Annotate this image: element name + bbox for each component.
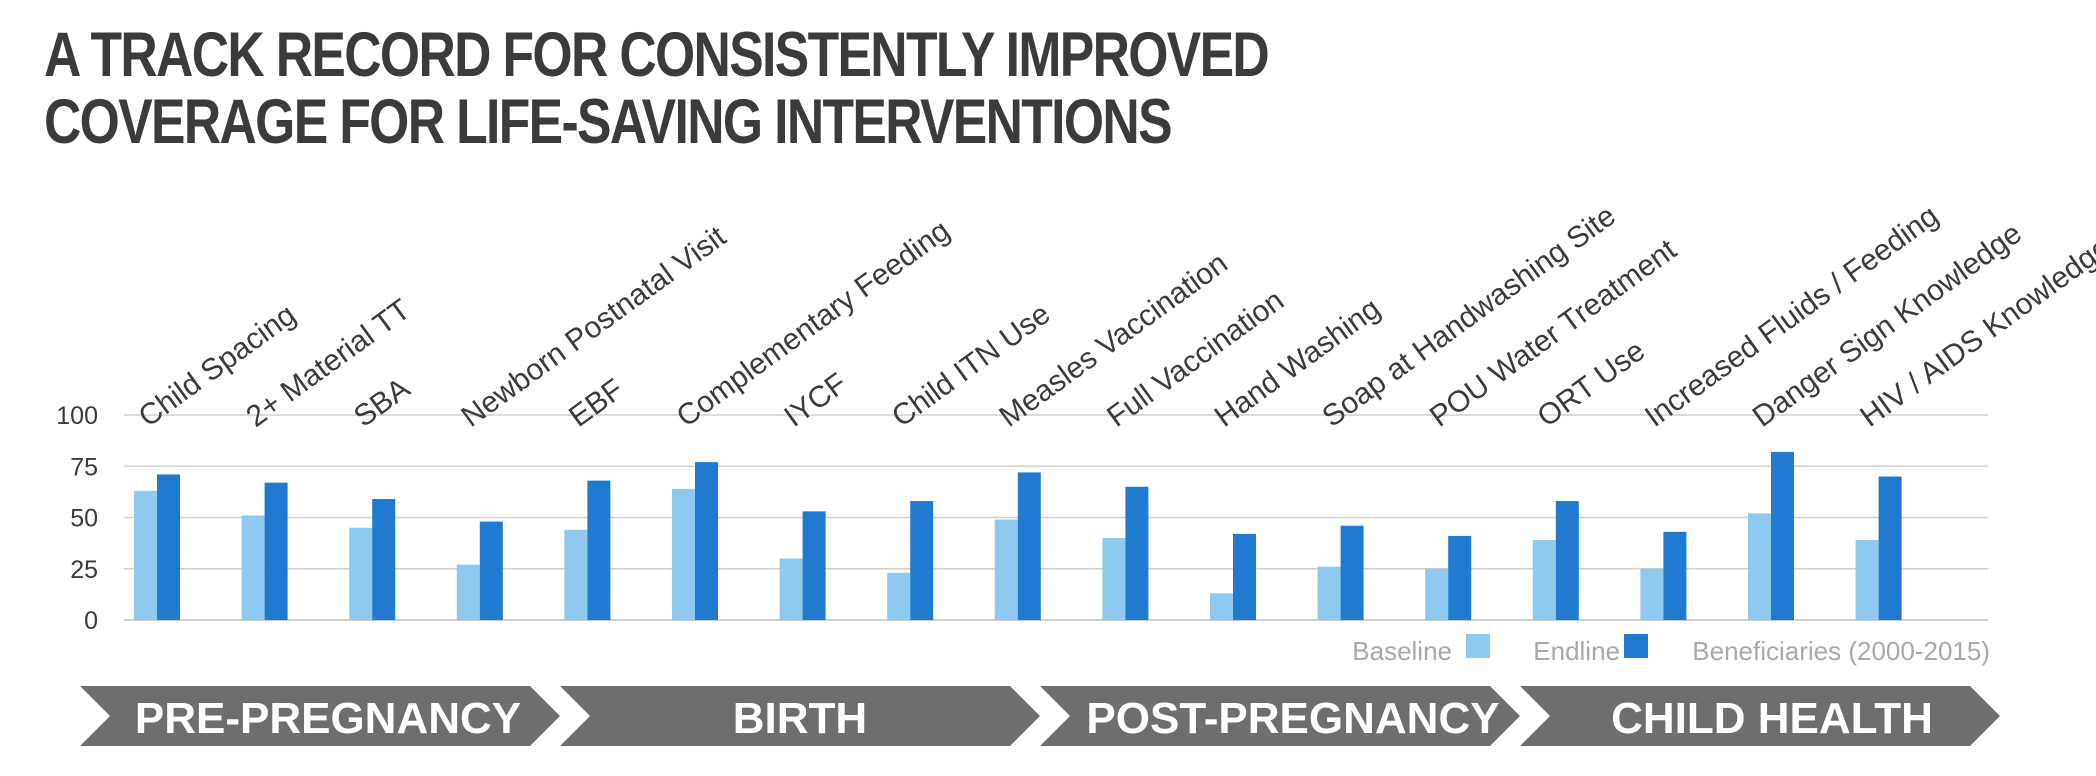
bar-baseline	[887, 572, 911, 620]
bar-endline	[479, 521, 503, 620]
bar-baseline	[241, 515, 265, 620]
bar-baseline	[1532, 540, 1556, 620]
category-label: IYCF	[778, 367, 853, 434]
y-tick-label: 100	[56, 402, 98, 430]
bar-endline	[157, 474, 180, 620]
gridlines: 0 25 50 75 100	[56, 402, 1988, 635]
bar-endline	[1878, 476, 1902, 620]
legend-baseline-swatch	[1466, 634, 1490, 658]
bar-endline	[1555, 501, 1579, 620]
bar-endline	[910, 501, 934, 620]
chart-title-line-1: A TRACK RECORD FOR CONSISTENTLY IMPROVED	[44, 20, 1270, 90]
bar-baseline	[779, 558, 803, 620]
phase-arrow-child-health	[1520, 686, 2000, 746]
phase-arrow-pre-pregnancy	[80, 686, 560, 746]
phase-label-pre-pregnancy: PRE-PREGNANCY	[135, 694, 521, 743]
legend-baseline-label: Baseline	[1352, 636, 1452, 666]
legend-endline-label: Endline	[1533, 636, 1620, 666]
y-tick-label: 0	[84, 607, 98, 635]
bar-endline	[587, 480, 611, 620]
bar-baseline	[1210, 593, 1233, 620]
legend-beneficiaries-label: Beneficiaries (2000-2015)	[1692, 636, 1990, 666]
bar-endline	[1125, 486, 1149, 620]
bar-endline	[802, 511, 826, 620]
phase-arrows: PRE-PREGNANCY BIRTH POST-PREGNANCY CHILD…	[80, 686, 2000, 746]
legend-endline-swatch	[1624, 634, 1648, 658]
phase-label-birth: BIRTH	[733, 694, 867, 743]
bars	[134, 451, 1902, 620]
y-tick-label: 75	[70, 453, 98, 481]
bar-endline	[1771, 451, 1794, 620]
bar-endline	[695, 462, 718, 620]
bar-baseline	[1640, 568, 1664, 620]
phase-arrow-post-pregnancy	[1040, 686, 1520, 746]
chart-title: A TRACK RECORD FOR CONSISTENTLY IMPROVED…	[44, 20, 1270, 157]
category-label: EBF	[563, 373, 630, 434]
bar-baseline	[134, 490, 157, 620]
bar-baseline	[1748, 513, 1771, 620]
category-label: SBA	[348, 372, 416, 434]
bar-baseline	[1317, 566, 1341, 620]
bar-endline	[1663, 531, 1687, 620]
bar-baseline	[349, 527, 373, 620]
bar-baseline	[564, 529, 588, 620]
y-tick-label: 50	[70, 505, 98, 533]
bar-baseline	[456, 564, 480, 620]
bar-endline	[264, 482, 288, 620]
bar-baseline	[1855, 540, 1879, 620]
bar-endline	[372, 499, 396, 620]
phase-arrow-birth	[560, 686, 1040, 746]
bar-baseline	[1102, 538, 1126, 620]
chart-title-line-2: COVERAGE FOR LIFE-SAVING INTERVENTIONS	[44, 87, 1173, 157]
bar-endline	[1340, 525, 1364, 620]
bar-endline	[1448, 535, 1472, 620]
phase-label-child-health: CHILD HEALTH	[1611, 694, 1933, 743]
bar-baseline	[994, 519, 1018, 620]
legend: Baseline Endline Beneficiaries (2000-201…	[1352, 634, 1990, 666]
bar-endline	[1017, 472, 1041, 620]
y-tick-label: 25	[70, 556, 98, 584]
bar-baseline	[672, 488, 695, 620]
bar-endline	[1233, 533, 1256, 620]
bar-baseline	[1425, 568, 1449, 620]
category-label: Full Vaccination	[1101, 284, 1290, 434]
phase-label-post-pregnancy: POST-PREGNANCY	[1086, 694, 1499, 743]
